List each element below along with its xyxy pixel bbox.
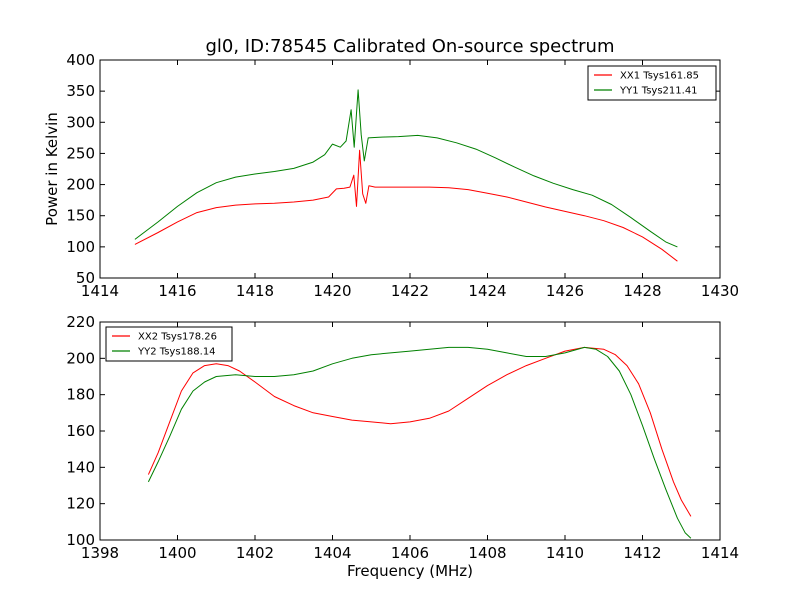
y-tick-label: 350 [66,82,95,100]
x-tick-label: 1414 [81,282,119,300]
x-tick-label: 1428 [623,282,661,300]
x-tick-label: 1426 [546,282,584,300]
bottom-plot: 1398 1400 1402 1404 1406 1408 1410 1412 1414 100 1… [66,313,739,580]
x-tick-label: 1422 [391,282,429,300]
legend: XX2 Tsys178.26 YY2 Tsys188.14 [105,326,233,362]
y-tick-label: 400 [66,51,95,69]
series-line-2 [147,346,692,539]
series-line-1 [134,149,678,262]
y-tick-label: 200 [66,349,95,367]
chart-title: gl0, ID:78545 Calibrated On-source spect… [205,36,614,57]
x-tick-label: 1416 [158,282,196,300]
x-tick-label: 1412 [623,544,661,562]
legend-box [105,326,233,362]
y-tick-label: 140 [66,458,95,476]
series-line-1 [147,346,692,517]
legend-box [587,65,717,101]
legend: XX1 Tsys161.85 YY1 Tsys211.41 [587,65,717,101]
x-axis-label: Frequency (MHz) [347,562,473,580]
y-tick-label: 100 [66,531,95,549]
legend-label-2: YY2 Tsys188.14 [137,347,216,358]
x-tick-label: 1414 [701,544,739,562]
series-line-2 [134,89,678,248]
x-tick-label: 1424 [468,282,506,300]
y-tick-label: 120 [66,495,95,513]
y-tick-label: 250 [66,144,95,162]
x-tick-label: 1398 [81,544,119,562]
x-tick-label: 1404 [313,544,351,562]
y-tick-label: 200 [66,176,95,194]
x-tick-label: 1406 [391,544,429,562]
x-tick-label: 1408 [468,544,506,562]
x-tick-label: 1402 [236,544,274,562]
y-tick-label: 160 [66,422,95,440]
legend-label-1: XX2 Tsys178.26 [138,332,217,343]
x-tick-label: 1420 [313,282,351,300]
x-tick-label: 1430 [701,282,739,300]
y-axis-label: Power in Kelvin [43,112,61,226]
y-tick-label: 300 [66,113,95,131]
y-tick-label: 180 [66,386,95,404]
y-tick-label: 220 [66,313,95,331]
y-tick-label: 50 [76,269,95,287]
x-tick-label: 1418 [236,282,274,300]
legend-label-1: XX1 Tsys161.85 [620,71,699,82]
top-plot: 1414 1416 1418 1420 1422 1424 1426 1428 1430 50 10… [43,36,739,300]
x-tick-label: 1400 [158,544,196,562]
x-tick-label: 1410 [546,544,584,562]
legend-label-2: YY1 Tsys211.41 [619,86,698,97]
y-tick-label: 100 [66,238,95,256]
y-tick-label: 150 [66,207,95,225]
